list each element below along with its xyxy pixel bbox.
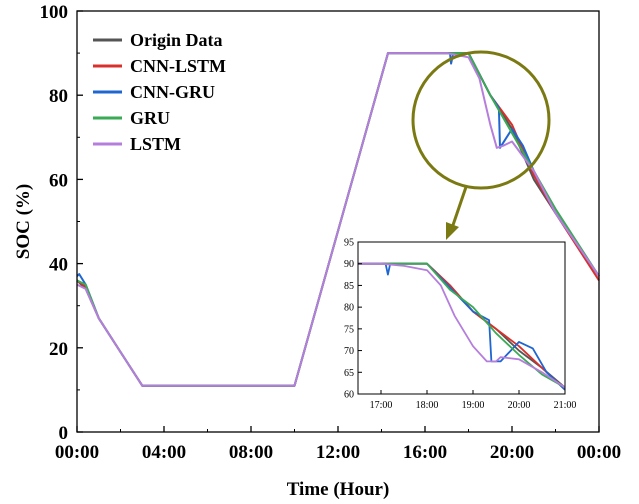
inset-y-tick-label: 65 [344,368,354,379]
inset-y-tick-label: 60 [344,390,354,401]
inset-series-line-3 [358,262,565,389]
x-tick-label: 08:00 [229,442,273,463]
inset-x-tick-label: 21:00 [554,400,577,411]
inset-x-tick-label: 17:00 [370,400,393,411]
x-tick-label: 16:00 [403,442,447,463]
legend-label: CNN-LSTM [130,56,226,76]
inset-series-group [358,262,565,391]
x-tick-label: 00:00 [577,442,621,463]
legend-label: GRU [130,108,170,128]
zoom-arrow-head [446,222,459,240]
zoom-arrow-shaft [450,186,468,229]
x-axis-title: Time (Hour) [287,479,390,499]
inset-y-tick-label: 75 [344,324,354,335]
inset-series-line-4 [358,262,565,389]
legend: Origin Data CNN-LSTM CNN-GRU GRU LSTM [93,30,226,154]
y-tick-label: 0 [59,423,69,444]
y-tick-label: 80 [49,86,68,107]
inset-y-tick-label: 95 [344,238,354,249]
inset-x-tick-label: 20:00 [508,400,531,411]
x-tick-label: 20:00 [490,442,534,463]
x-tick-label: 04:00 [142,442,186,463]
inset-background [358,242,565,394]
inset-y-tick-label: 80 [344,303,354,314]
y-tick-label: 40 [49,255,68,276]
inset-frame [357,241,566,395]
y-tick-label: 60 [49,170,68,191]
legend-label: CNN-GRU [130,82,215,102]
x-tick-label: 12:00 [316,442,360,463]
y-axis-title: SOC (%) [13,184,34,259]
inset-y-tick-label: 90 [344,259,354,270]
legend-label: Origin Data [130,30,223,50]
y-tick-label: 20 [49,339,68,360]
inset-x-tick-label: 18:00 [416,400,439,411]
inset-y-tick-label: 85 [344,281,354,292]
zoom-highlight-ellipse [411,50,551,190]
inset-y-tick-label: 70 [344,346,354,357]
legend-label: LSTM [130,134,181,154]
inset-x-tick-label: 19:00 [462,400,485,411]
y-tick-label: 100 [40,2,69,23]
x-tick-label: 00:00 [55,442,99,463]
